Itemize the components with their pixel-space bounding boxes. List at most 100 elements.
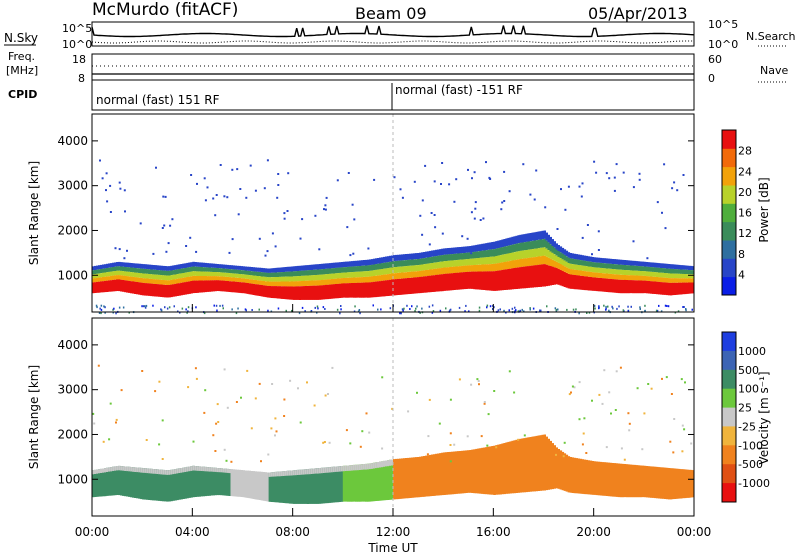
power-scatter — [317, 307, 319, 310]
power-cell — [112, 279, 115, 292]
power-cell — [256, 271, 259, 276]
power-cell — [292, 266, 296, 272]
velocity-cell — [437, 453, 440, 496]
velocity-cell — [338, 466, 342, 502]
velocity-cell — [252, 471, 255, 499]
velocity-scatter — [683, 428, 686, 431]
power-cell — [92, 274, 95, 279]
cpid-label: CPID — [8, 88, 37, 101]
velocity-scatter — [194, 367, 197, 370]
power-scatter — [632, 186, 635, 189]
velocity-scatter — [187, 386, 190, 389]
power-cell — [260, 276, 264, 281]
power-cell — [669, 282, 673, 296]
power-cell — [96, 265, 99, 270]
power-cell — [537, 264, 540, 287]
power-cell — [591, 272, 595, 278]
power-scatter — [470, 211, 473, 214]
power-cell — [387, 262, 390, 269]
velocity-heatmap — [92, 318, 695, 516]
velocity-cell — [242, 470, 245, 475]
power-cell — [485, 271, 488, 291]
velocity-scatter — [684, 381, 686, 384]
power-scatter — [555, 308, 558, 311]
power-cell — [360, 260, 364, 266]
power-scatter — [100, 308, 103, 311]
power-cell — [455, 253, 458, 261]
velocity-cell — [379, 461, 382, 501]
power-cell — [162, 275, 165, 280]
power-cell — [637, 261, 641, 267]
power-cell — [140, 273, 143, 278]
velocity-cell — [194, 466, 197, 497]
power-cell — [314, 280, 318, 286]
power-cell — [563, 260, 567, 267]
power-cell — [675, 282, 679, 295]
power-cell — [537, 256, 540, 265]
power-scatter — [627, 310, 629, 313]
power-cell — [463, 272, 466, 290]
velocity-cell — [314, 468, 318, 504]
power-cell — [665, 273, 669, 278]
velocity-cell — [128, 466, 131, 497]
power-cell — [226, 281, 229, 292]
power-cell — [684, 265, 687, 270]
power-cell — [385, 274, 388, 281]
power-cell — [601, 268, 605, 274]
velocity-cell — [686, 469, 689, 498]
power-cell — [94, 278, 97, 283]
power-cell — [637, 280, 641, 294]
power-scatter — [203, 312, 206, 315]
power-scatter — [661, 211, 663, 214]
velocity-scatter — [680, 378, 683, 381]
power-cell — [455, 272, 458, 290]
velocity-cell — [389, 459, 392, 466]
power-cell — [669, 264, 673, 269]
search-tick-bottom: 10^0 — [708, 38, 738, 51]
power-cell — [228, 265, 231, 270]
velocity-scatter — [466, 435, 469, 438]
power-cell — [354, 266, 358, 272]
power-cell — [210, 267, 213, 272]
power-cell — [272, 286, 276, 299]
power-cell — [489, 264, 492, 272]
velocity-cell — [330, 466, 334, 473]
power-cell — [212, 267, 215, 272]
power-cell — [575, 259, 579, 265]
power-scatter — [185, 308, 187, 311]
power-cell — [254, 267, 257, 272]
power-cell — [134, 263, 137, 268]
velocity-cell — [278, 471, 282, 477]
velocity-cell — [493, 445, 496, 495]
velocity-cell — [507, 441, 510, 494]
power-cell — [240, 278, 243, 283]
velocity-cell — [336, 466, 340, 503]
power-cell — [242, 274, 245, 279]
power-cell — [441, 248, 444, 256]
power-cell — [393, 279, 396, 296]
velocity-cell — [381, 461, 384, 501]
power-cell — [342, 272, 346, 278]
power-scatter — [254, 189, 257, 192]
power-scatter — [169, 224, 172, 227]
velocity-cell — [381, 461, 384, 468]
power-cell — [433, 250, 436, 257]
velocity-cell — [376, 462, 380, 501]
power-cell — [350, 266, 354, 273]
power-cell — [368, 282, 372, 298]
power-cell — [631, 280, 635, 294]
power-cell — [98, 265, 101, 270]
power-scatter — [598, 307, 600, 310]
power-cell — [290, 281, 294, 287]
power-cell — [160, 275, 163, 280]
velocity-cell — [96, 469, 99, 474]
power-cell — [603, 258, 607, 264]
power-cell — [266, 277, 270, 282]
power-cell — [100, 273, 103, 278]
velocity-cell — [200, 466, 203, 471]
power-cell — [379, 269, 382, 276]
power-scatter — [445, 307, 447, 310]
power-scatter — [622, 171, 625, 174]
power-cell — [529, 257, 532, 266]
power-cell — [160, 279, 163, 285]
